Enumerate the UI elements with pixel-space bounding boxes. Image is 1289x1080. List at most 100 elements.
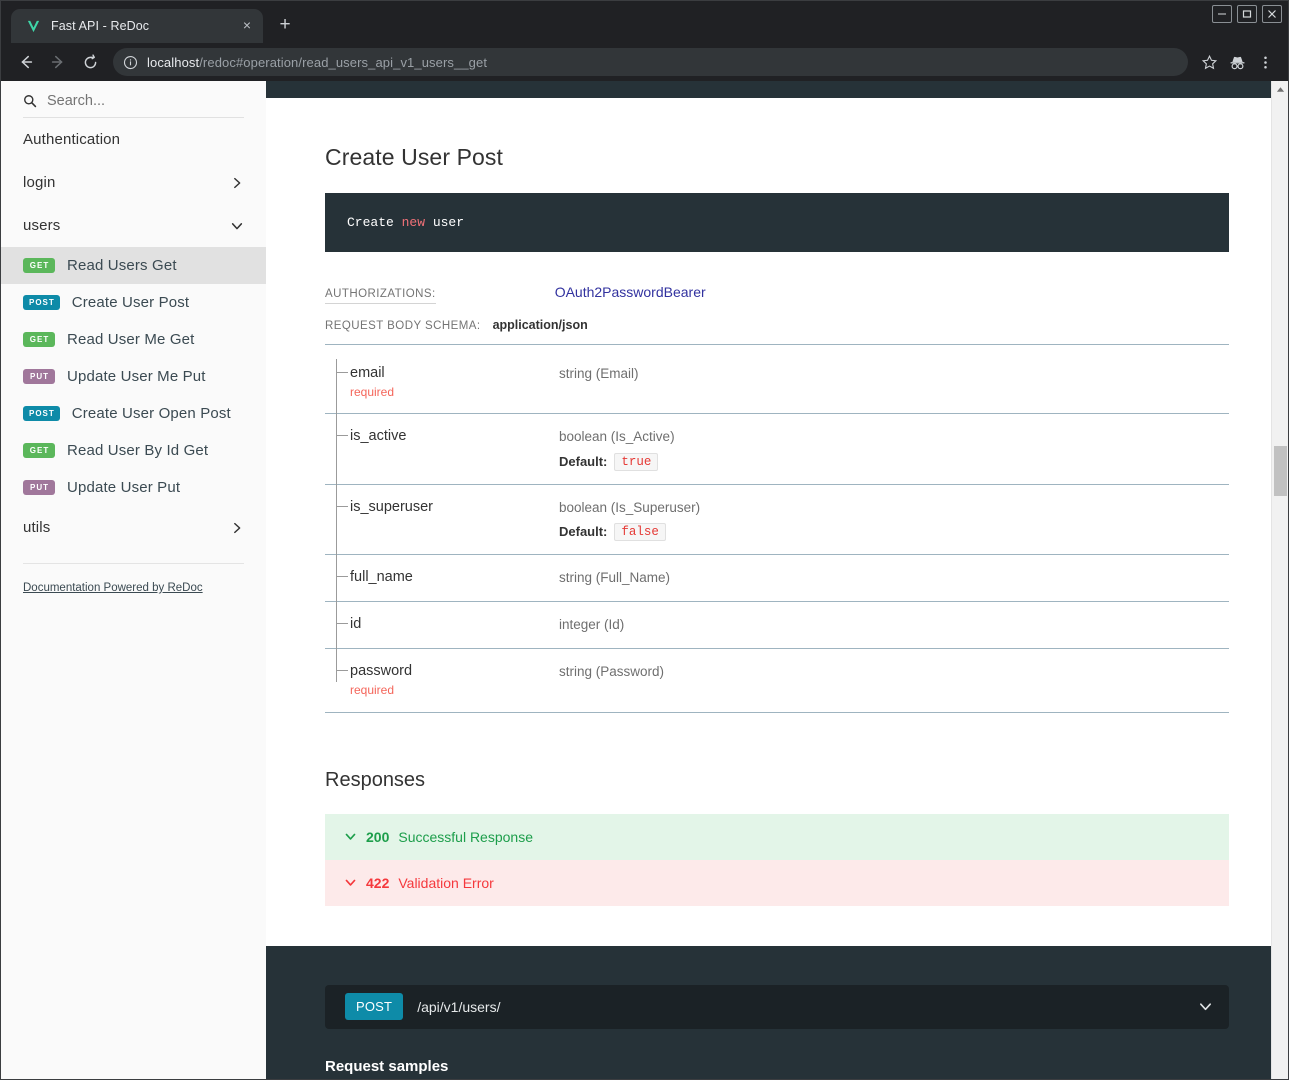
maximize-button[interactable] [1237,5,1257,23]
schema-field-name-cell: full_name [325,568,556,588]
minimize-button[interactable] [1212,5,1232,23]
method-badge: PUT [23,368,55,385]
method-badge: POST [23,405,60,422]
field-name: email [350,365,385,381]
page-viewport: Authentication login users GET Read User… [1,81,1288,1079]
page-scrollbar[interactable] [1271,81,1288,1079]
browser-toolbar: localhost/redoc#operation/read_users_api… [1,43,1288,81]
schema-field-type-cell: string (Full_Name) [556,568,1229,588]
chevron-right-icon [230,176,244,190]
powered-by-redoc-link[interactable]: Documentation Powered by ReDoc [23,582,203,594]
response-code: 422 [366,874,390,891]
previous-section-band [266,81,1288,98]
field-default-label: Default: [559,454,608,470]
sidebar-item-create-user-open-post[interactable]: POST Create User Open Post [1,395,266,432]
code-keyword: new [401,215,426,230]
request-body-schema-row: REQUEST BODY SCHEMA: application/json [325,318,1229,345]
schema-row: is_superuser boolean (Is_Superuser) Defa… [325,485,1229,555]
title-bar: Fast API - ReDoc × + [1,1,1288,43]
chevron-down-icon [344,876,357,889]
field-name: is_superuser [350,498,434,515]
sidebar-item-label: Read Users Get [67,257,177,274]
tree-tick-icon [336,670,348,672]
authorizations-value-link[interactable]: OAuth2PasswordBearer [554,284,706,300]
new-tab-button[interactable]: + [279,14,291,35]
endpoint-method-badge: POST [345,993,404,1021]
response-422[interactable]: 422 Validation Error [325,859,1229,906]
sidebar-group-label: users [23,217,61,234]
sidebar-item-create-user-post[interactable]: POST Create User Post [1,284,266,321]
search-input[interactable] [47,93,244,109]
field-default-value: false [614,522,666,541]
request-body-schema-value: application/json [492,318,588,332]
forward-button[interactable] [43,47,73,77]
authorizations-label: AUTHORIZATIONS: [325,288,436,304]
sidebar-item-update-user-me-put[interactable]: PUT Update User Me Put [1,358,266,395]
address-bar[interactable]: localhost/redoc#operation/read_users_api… [113,48,1188,76]
sidebar-item-label: Read User By Id Get [67,442,209,459]
schema-field-type-cell: string (Email) [556,364,1229,384]
url-path: /redoc#operation/read_users_api_v1_users… [199,54,488,70]
field-required-flag: required [350,384,395,399]
method-badge: PUT [23,479,55,496]
back-button[interactable] [11,47,41,77]
star-icon[interactable] [1196,49,1222,75]
chevron-down-icon[interactable] [1198,999,1213,1014]
tree-guide-line [336,359,337,682]
tree-tick-icon [336,575,348,577]
magnifier-icon [23,94,37,108]
close-icon[interactable]: × [242,17,252,33]
endpoint-path: /api/v1/users/ [417,998,501,1015]
page-title: Create User Post [325,144,503,170]
info-circle-icon[interactable] [123,55,138,70]
response-200[interactable]: 200 Successful Response [325,813,1229,860]
sidebar-item-read-users-get[interactable]: GET Read Users Get [1,247,266,284]
schema-row: id integer (Id) [325,602,1229,650]
scroll-up-arrow-icon[interactable] [1272,81,1288,98]
incognito-icon[interactable] [1224,49,1250,75]
sidebar-item-update-user-put[interactable]: PUT Update User Put [1,469,266,506]
schema-row: full_name string (Full_Name) [325,555,1229,603]
field-default: Default: false [559,522,1229,541]
sidebar-group-utils[interactable]: utils [1,506,266,549]
chevron-right-icon [230,521,244,535]
schema-field-name-cell: is_superuser [325,498,556,518]
method-badge: GET [23,442,55,459]
schema-field-name-cell: email required [325,364,556,400]
schema-field-name-cell: id [325,615,556,635]
code-prefix: Create [347,215,402,230]
main-content: Create User Post Create new user AUTHORI… [266,81,1288,1079]
browser-tab[interactable]: Fast API - ReDoc × [11,9,263,43]
search-row[interactable] [23,93,244,118]
field-type: string (Password) [559,664,665,680]
sidebar-group-login[interactable]: login [1,161,266,204]
method-badge: GET [23,331,55,348]
schema-row: is_active boolean (Is_Active) Default: t… [325,414,1229,485]
sidebar-item-read-user-by-id-get[interactable]: GET Read User By Id Get [1,432,266,469]
url-text: localhost/redoc#operation/read_users_api… [147,55,487,70]
endpoint-bar[interactable]: POST /api/v1/users/ [325,984,1229,1029]
schema-field-name-cell: is_active [325,427,556,447]
sidebar-group-authentication[interactable]: Authentication [1,118,266,161]
sidebar-group-users[interactable]: users [1,204,266,247]
reload-button[interactable] [75,47,105,77]
schema-field-type-cell: integer (Id) [556,615,1229,635]
sidebar-item-label: Update User Me Put [67,368,206,385]
field-type: boolean (Is_Active) [559,429,675,445]
tree-tick-icon [336,435,348,437]
field-name: password [350,663,413,680]
scrollbar-thumb[interactable] [1274,446,1287,496]
schema-row: password required string (Password) [325,649,1229,713]
field-default: Default: true [559,452,1229,471]
chevron-down-icon [344,830,357,843]
schema-field-list: email required string (Email) is_active [325,351,1229,713]
sidebar-item-read-user-me-get[interactable]: GET Read User Me Get [1,321,266,358]
field-name: id [350,616,362,633]
three-dots-icon[interactable] [1252,49,1278,75]
sidebar-group-label: login [23,174,56,191]
method-badge: GET [23,257,55,274]
window-controls [1212,5,1282,23]
tab-title: Fast API - ReDoc [51,19,150,33]
field-default-label: Default: [559,524,608,540]
close-window-button[interactable] [1262,5,1282,23]
